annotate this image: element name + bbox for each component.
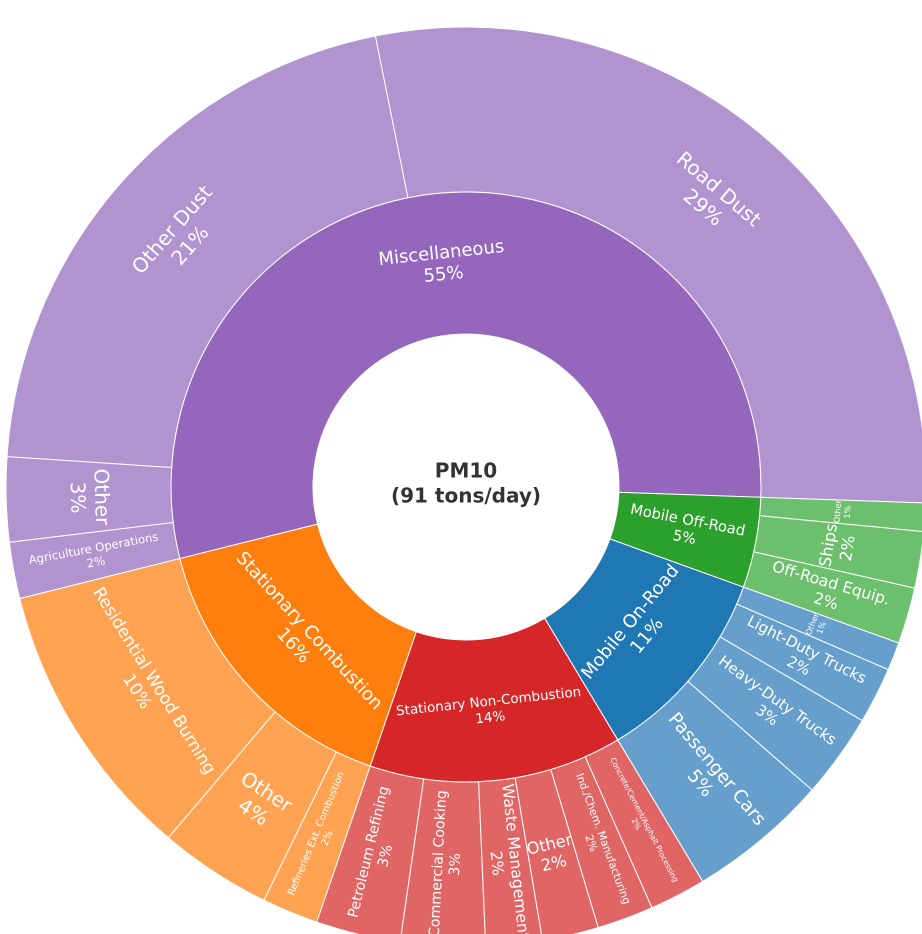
- segment-value: 2%: [319, 829, 335, 848]
- child-wedge: [374, 26, 922, 504]
- segment-value: 14%: [475, 709, 507, 727]
- chart-subtitle: (91 tons/day): [391, 484, 541, 508]
- segment-value: 1%: [814, 620, 828, 636]
- segment-value: 2%: [86, 553, 107, 570]
- child-wedge: [6, 35, 409, 469]
- segment-value: 5%: [671, 527, 697, 548]
- segment-name: Other: [832, 499, 844, 523]
- segment-value: 1%: [842, 505, 853, 519]
- segment-value: 3%: [447, 853, 464, 876]
- segment-value: 2%: [486, 850, 507, 877]
- child-wedge: [759, 496, 922, 532]
- chart-title: PM10: [435, 459, 497, 483]
- segment-name: Other: [89, 468, 115, 526]
- segment-value: 55%: [423, 262, 465, 287]
- wedges: [5, 26, 922, 934]
- segment-name: Commercial Cooking: [427, 790, 450, 934]
- segment-value: 2%: [836, 534, 859, 562]
- segment-value: 3%: [66, 481, 91, 513]
- segment-value: 3%: [375, 843, 396, 869]
- segment-value: 2%: [582, 833, 600, 853]
